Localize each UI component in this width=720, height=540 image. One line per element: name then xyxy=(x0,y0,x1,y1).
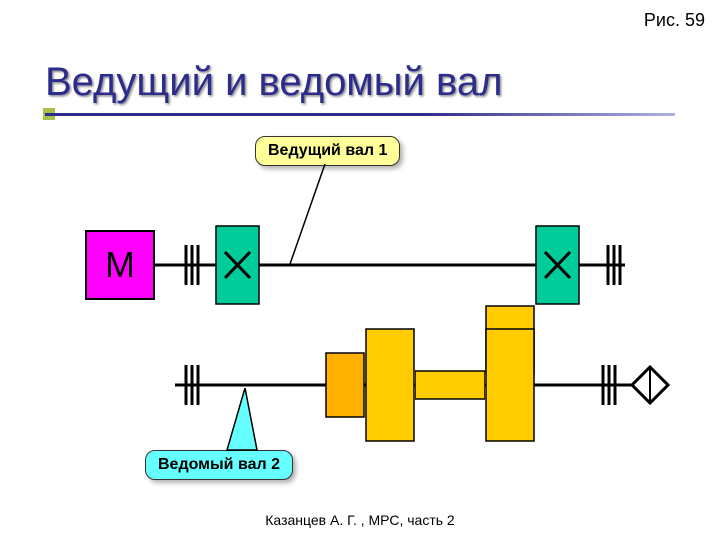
title-underline xyxy=(45,113,675,117)
bearing-1a xyxy=(215,225,260,305)
footer-text: Казанцев А. Г. , МРС, часть 2 xyxy=(0,512,720,528)
gear-center xyxy=(415,370,485,400)
gear-big-right xyxy=(485,328,535,442)
gear-hub-left xyxy=(325,352,365,418)
callout-shaft-2: Ведомый вал 2 xyxy=(145,450,293,480)
motor-label: M xyxy=(85,230,155,300)
shaft2-end-diamond xyxy=(630,365,670,405)
callout-shaft-1: Ведущий вал 1 xyxy=(255,136,400,166)
page-title: Ведущий и ведомый вал xyxy=(45,60,675,105)
callout-1-pointer xyxy=(285,164,365,274)
callout-2-pointer xyxy=(225,388,265,454)
coupling-1 xyxy=(183,245,201,285)
bearing-1b xyxy=(535,225,580,305)
shaft1-end-hatch xyxy=(605,245,623,285)
diagram: Ведущий вал 1 M xyxy=(45,130,675,500)
gear-big-left xyxy=(365,328,415,442)
shaft2-right-hatch xyxy=(600,365,618,405)
title-block: Ведущий и ведомый вал xyxy=(45,60,675,117)
shaft2-left-hatch xyxy=(183,365,201,405)
figure-number: Рис. 59 xyxy=(644,10,705,31)
